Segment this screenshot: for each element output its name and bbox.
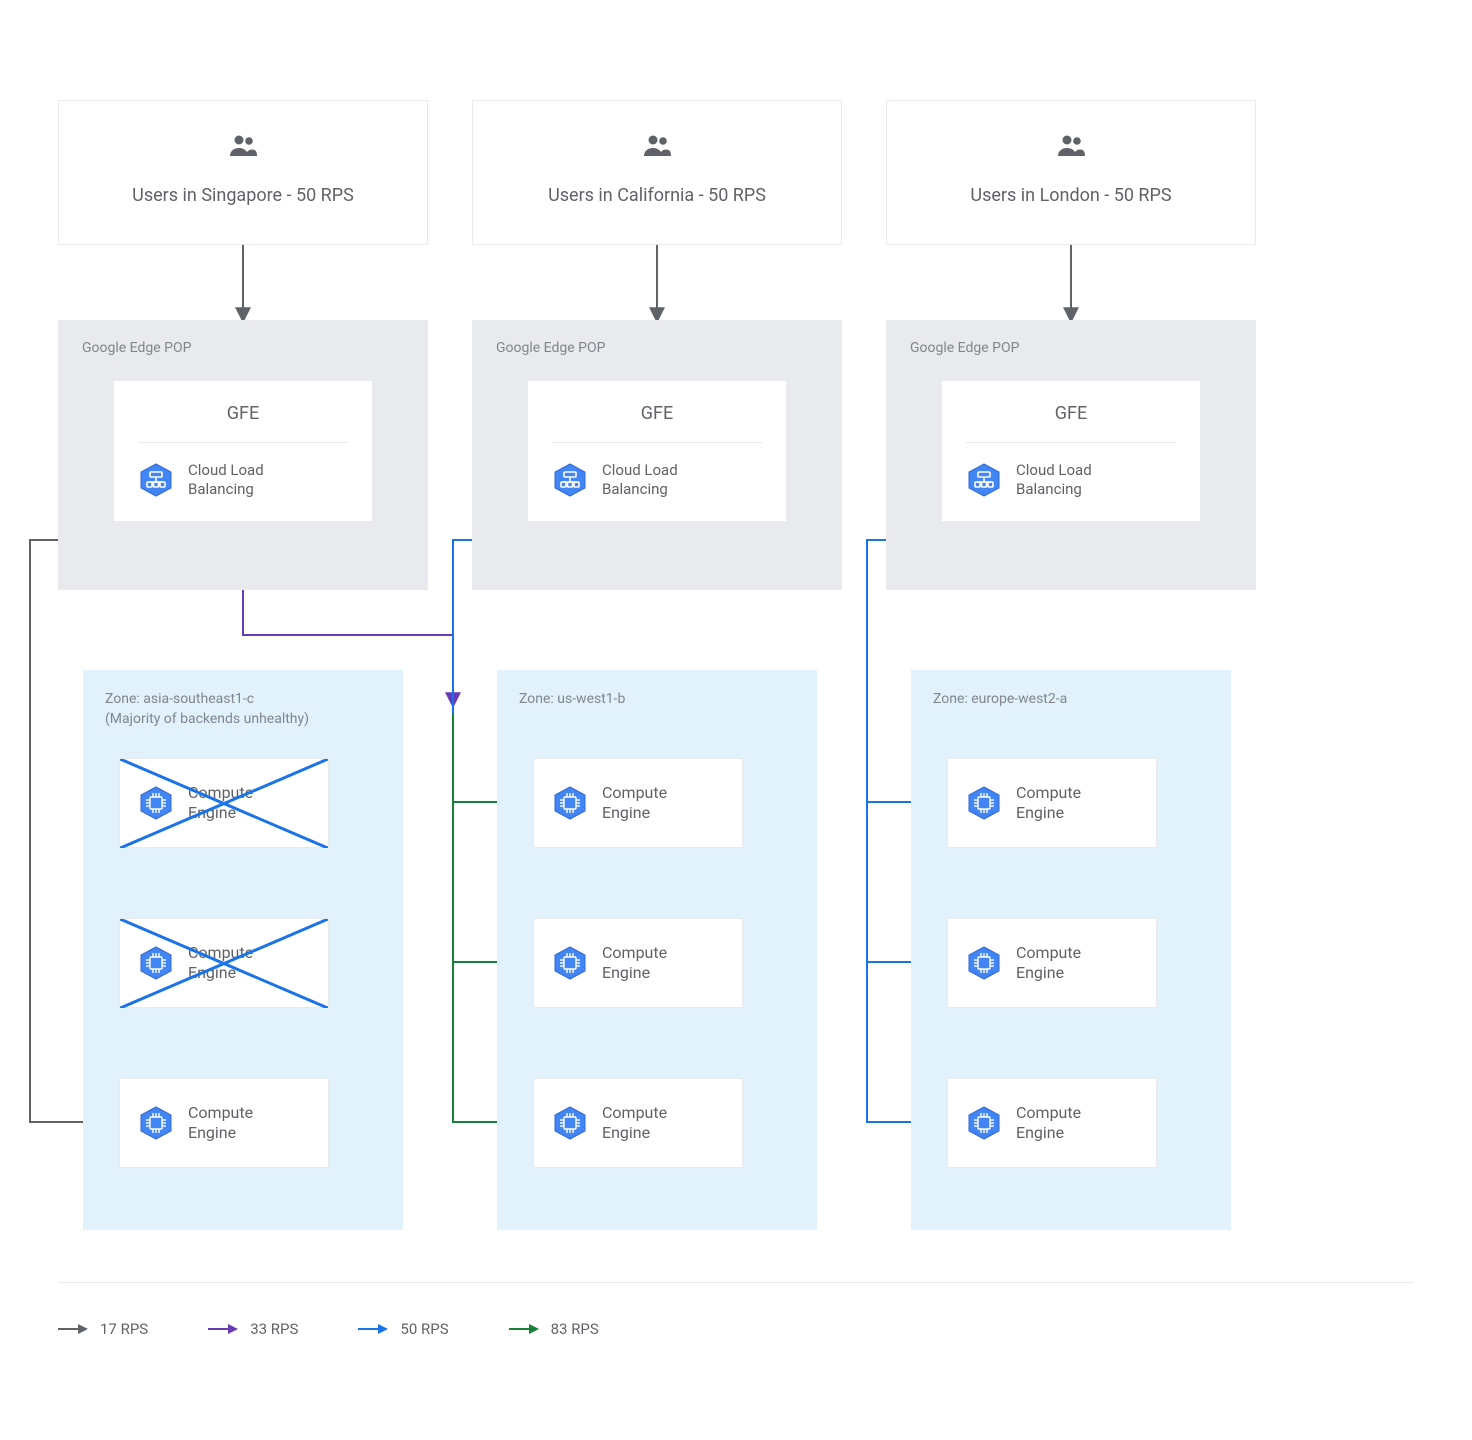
compute-engine-card: ComputeEngine bbox=[533, 758, 743, 848]
zone-title: Zone: us-west1-b bbox=[519, 690, 795, 730]
compute-engine-card: ComputeEngine bbox=[119, 758, 329, 848]
gfe-card: GFE Cloud LoadBalancing bbox=[527, 380, 787, 522]
users-icon bbox=[473, 133, 841, 163]
legend-17rps: 17 RPS bbox=[58, 1320, 148, 1338]
compute-engine-label: ComputeEngine bbox=[1016, 783, 1081, 823]
compute-engine-card: ComputeEngine bbox=[947, 1078, 1157, 1168]
diagram-canvas: Users in Singapore - 50 RPS Google Edge … bbox=[0, 0, 1472, 1440]
users-icon bbox=[59, 133, 427, 163]
user-box-california: Users in California - 50 RPS bbox=[472, 100, 842, 245]
arrow-icon bbox=[358, 1322, 388, 1336]
zone-title: Zone: europe-west2-a bbox=[933, 690, 1209, 730]
gfe-title: GFE bbox=[552, 403, 762, 443]
legend-label: 17 RPS bbox=[100, 1320, 148, 1338]
compute-engine-icon bbox=[552, 785, 588, 821]
compute-engine-icon bbox=[138, 1105, 174, 1141]
legend-83rps: 83 RPS bbox=[509, 1320, 599, 1338]
compute-engine-label: ComputeEngine bbox=[188, 943, 253, 983]
arrow-icon bbox=[509, 1322, 539, 1336]
legend-divider bbox=[58, 1282, 1414, 1283]
legend-label: 50 RPS bbox=[400, 1320, 448, 1338]
gfe-card: GFE Cloud LoadBalancing bbox=[941, 380, 1201, 522]
user-label: Users in London - 50 RPS bbox=[887, 185, 1255, 206]
compute-engine-label: ComputeEngine bbox=[1016, 1103, 1081, 1143]
pop-title: Google Edge POP bbox=[82, 340, 404, 356]
compute-engine-icon bbox=[966, 945, 1002, 981]
arrow-icon bbox=[208, 1322, 238, 1336]
user-label: Users in Singapore - 50 RPS bbox=[59, 185, 427, 206]
zone-title: Zone: asia-southeast1-c(Majority of back… bbox=[105, 690, 381, 730]
pop-panel-1: Google Edge POP GFE Cloud LoadBalancing bbox=[472, 320, 842, 590]
compute-engine-icon bbox=[966, 785, 1002, 821]
compute-engine-label: ComputeEngine bbox=[602, 1103, 667, 1143]
load-balancer-icon bbox=[966, 462, 1002, 498]
load-balancer-label: Cloud LoadBalancing bbox=[602, 461, 678, 499]
legend-33rps: 33 RPS bbox=[208, 1320, 298, 1338]
user-label: Users in California - 50 RPS bbox=[473, 185, 841, 206]
compute-engine-label: ComputeEngine bbox=[1016, 943, 1081, 983]
load-balancer-label: Cloud LoadBalancing bbox=[1016, 461, 1092, 499]
compute-engine-icon bbox=[552, 945, 588, 981]
pop-title: Google Edge POP bbox=[910, 340, 1232, 356]
legend-50rps: 50 RPS bbox=[358, 1320, 448, 1338]
compute-engine-label: ComputeEngine bbox=[188, 783, 253, 823]
users-icon bbox=[887, 133, 1255, 163]
legend-label: 33 RPS bbox=[250, 1320, 298, 1338]
pop-panel-0: Google Edge POP GFE Cloud LoadBalancing bbox=[58, 320, 428, 590]
compute-engine-icon bbox=[138, 785, 174, 821]
gfe-title: GFE bbox=[138, 403, 348, 443]
compute-engine-icon bbox=[552, 1105, 588, 1141]
compute-engine-card: ComputeEngine bbox=[119, 918, 329, 1008]
arrow-icon bbox=[58, 1322, 88, 1336]
compute-engine-card: ComputeEngine bbox=[533, 918, 743, 1008]
compute-engine-icon bbox=[138, 945, 174, 981]
compute-engine-card: ComputeEngine bbox=[947, 758, 1157, 848]
gfe-card: GFE Cloud LoadBalancing bbox=[113, 380, 373, 522]
compute-engine-card: ComputeEngine bbox=[533, 1078, 743, 1168]
legend: 17 RPS 33 RPS 50 RPS 83 RPS bbox=[58, 1320, 599, 1338]
load-balancer-label: Cloud LoadBalancing bbox=[188, 461, 264, 499]
compute-engine-icon bbox=[966, 1105, 1002, 1141]
pop-title: Google Edge POP bbox=[496, 340, 818, 356]
load-balancer-icon bbox=[138, 462, 174, 498]
user-box-singapore: Users in Singapore - 50 RPS bbox=[58, 100, 428, 245]
user-box-london: Users in London - 50 RPS bbox=[886, 100, 1256, 245]
pop-panel-2: Google Edge POP GFE Cloud LoadBalancing bbox=[886, 320, 1256, 590]
compute-engine-label: ComputeEngine bbox=[602, 783, 667, 823]
compute-engine-label: ComputeEngine bbox=[188, 1103, 253, 1143]
compute-engine-card: ComputeEngine bbox=[947, 918, 1157, 1008]
compute-engine-card: ComputeEngine bbox=[119, 1078, 329, 1168]
legend-label: 83 RPS bbox=[551, 1320, 599, 1338]
compute-engine-label: ComputeEngine bbox=[602, 943, 667, 983]
gfe-title: GFE bbox=[966, 403, 1176, 443]
load-balancer-icon bbox=[552, 462, 588, 498]
